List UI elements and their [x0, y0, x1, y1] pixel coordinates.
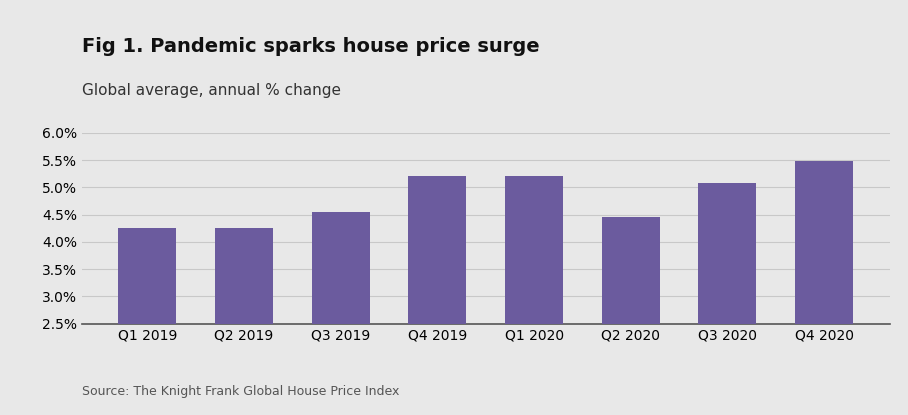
Bar — [215, 228, 273, 415]
Bar — [409, 176, 467, 415]
Bar — [698, 183, 756, 415]
Bar — [602, 217, 660, 415]
Bar — [118, 228, 176, 415]
Text: Source: The Knight Frank Global House Price Index: Source: The Knight Frank Global House Pr… — [82, 386, 400, 398]
Bar — [505, 176, 563, 415]
Bar — [795, 161, 854, 415]
Text: Global average, annual % change: Global average, annual % change — [82, 83, 340, 98]
Bar — [311, 212, 370, 415]
Text: Fig 1. Pandemic sparks house price surge: Fig 1. Pandemic sparks house price surge — [82, 37, 539, 56]
